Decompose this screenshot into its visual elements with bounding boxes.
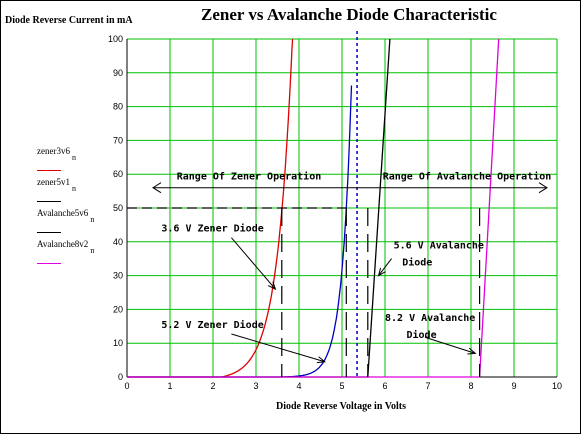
x-tick-label: 0 (124, 381, 129, 391)
legend-label: zener3v6 (37, 146, 70, 156)
x-tick-label: 8 (468, 381, 473, 391)
x-tick-label: 7 (425, 381, 430, 391)
x-tick-label: 5 (339, 381, 344, 391)
legend-subscript: n (90, 215, 95, 224)
chart-title: Zener vs Avalanche Diode Characteristic (201, 5, 497, 24)
y-tick-label: 20 (113, 304, 123, 314)
x-tick-label: 9 (511, 381, 516, 391)
legend-label: Avalanche5v6 (37, 208, 89, 218)
annotation-leader (231, 333, 325, 363)
annotation-arrowhead (267, 281, 277, 291)
annotation-arrowhead (377, 267, 386, 277)
y-tick-label: 40 (113, 237, 123, 247)
annotation-leader (424, 336, 476, 354)
avalanche-range-label: Range Of Avalanche Operation (383, 171, 552, 183)
legend-line (37, 263, 61, 264)
legend-label: zener5v1 (37, 177, 70, 187)
annotation-label: 5.6 V Avalanche (394, 241, 484, 252)
annotation-arrowhead (467, 347, 477, 355)
legend: zener3v6n zener5v1n Avalanche5v6n Avalan… (37, 146, 127, 270)
x-tick-label: 6 (382, 381, 387, 391)
y-tick-label: 100 (108, 34, 123, 44)
legend-line (37, 170, 61, 171)
y-tick-label: 10 (113, 338, 123, 348)
annotation-leader (231, 237, 276, 290)
y-tick-label: 60 (113, 169, 123, 179)
annotation-label: 3.6 V Zener Diode (161, 223, 263, 235)
x-tick-label: 2 (210, 381, 215, 391)
x-axis-label: Diode Reverse Voltage in Volts (276, 401, 406, 412)
arrowhead-left (152, 182, 162, 194)
legend-item: zener5v1n (37, 177, 127, 208)
annotation-arrowhead (316, 356, 327, 364)
annotation-label: Diode (402, 256, 432, 268)
y-axis-label: Diode Reverse Current in mA (5, 15, 133, 26)
x-tick-label: 1 (167, 381, 172, 391)
annotation-label: 5.2 V Zener Diode (161, 319, 263, 331)
x-tick-label: 10 (552, 381, 562, 391)
legend-subscript: n (71, 153, 76, 162)
annotation-leader (378, 258, 392, 276)
annotation-label: 8.2 V Avalanche (385, 313, 475, 324)
zener-range-label: Range Of Zener Operation (177, 171, 322, 183)
legend-label: Avalanche8v2 (37, 239, 89, 249)
legend-subscript: n (90, 246, 95, 255)
legend-line (37, 232, 61, 233)
y-tick-label: 80 (113, 102, 123, 112)
arrowhead-right (538, 182, 548, 194)
legend-item: zener3v6n (37, 146, 127, 177)
series-line-zener3v6 (127, 38, 294, 378)
y-tick-label: 0 (118, 372, 123, 382)
legend-item: Avalanche5v6n (37, 208, 127, 239)
y-tick-label: 90 (113, 68, 123, 78)
annotation-label: Diode (407, 329, 437, 341)
y-tick-label: 70 (113, 135, 123, 145)
legend-line (37, 201, 61, 202)
y-tick-label: 30 (113, 271, 123, 281)
x-tick-label: 3 (253, 381, 258, 391)
legend-item: Avalanche8v2n (37, 239, 127, 270)
x-tick-label: 4 (296, 381, 301, 391)
y-tick-label: 50 (113, 203, 123, 213)
legend-subscript: n (71, 184, 76, 193)
